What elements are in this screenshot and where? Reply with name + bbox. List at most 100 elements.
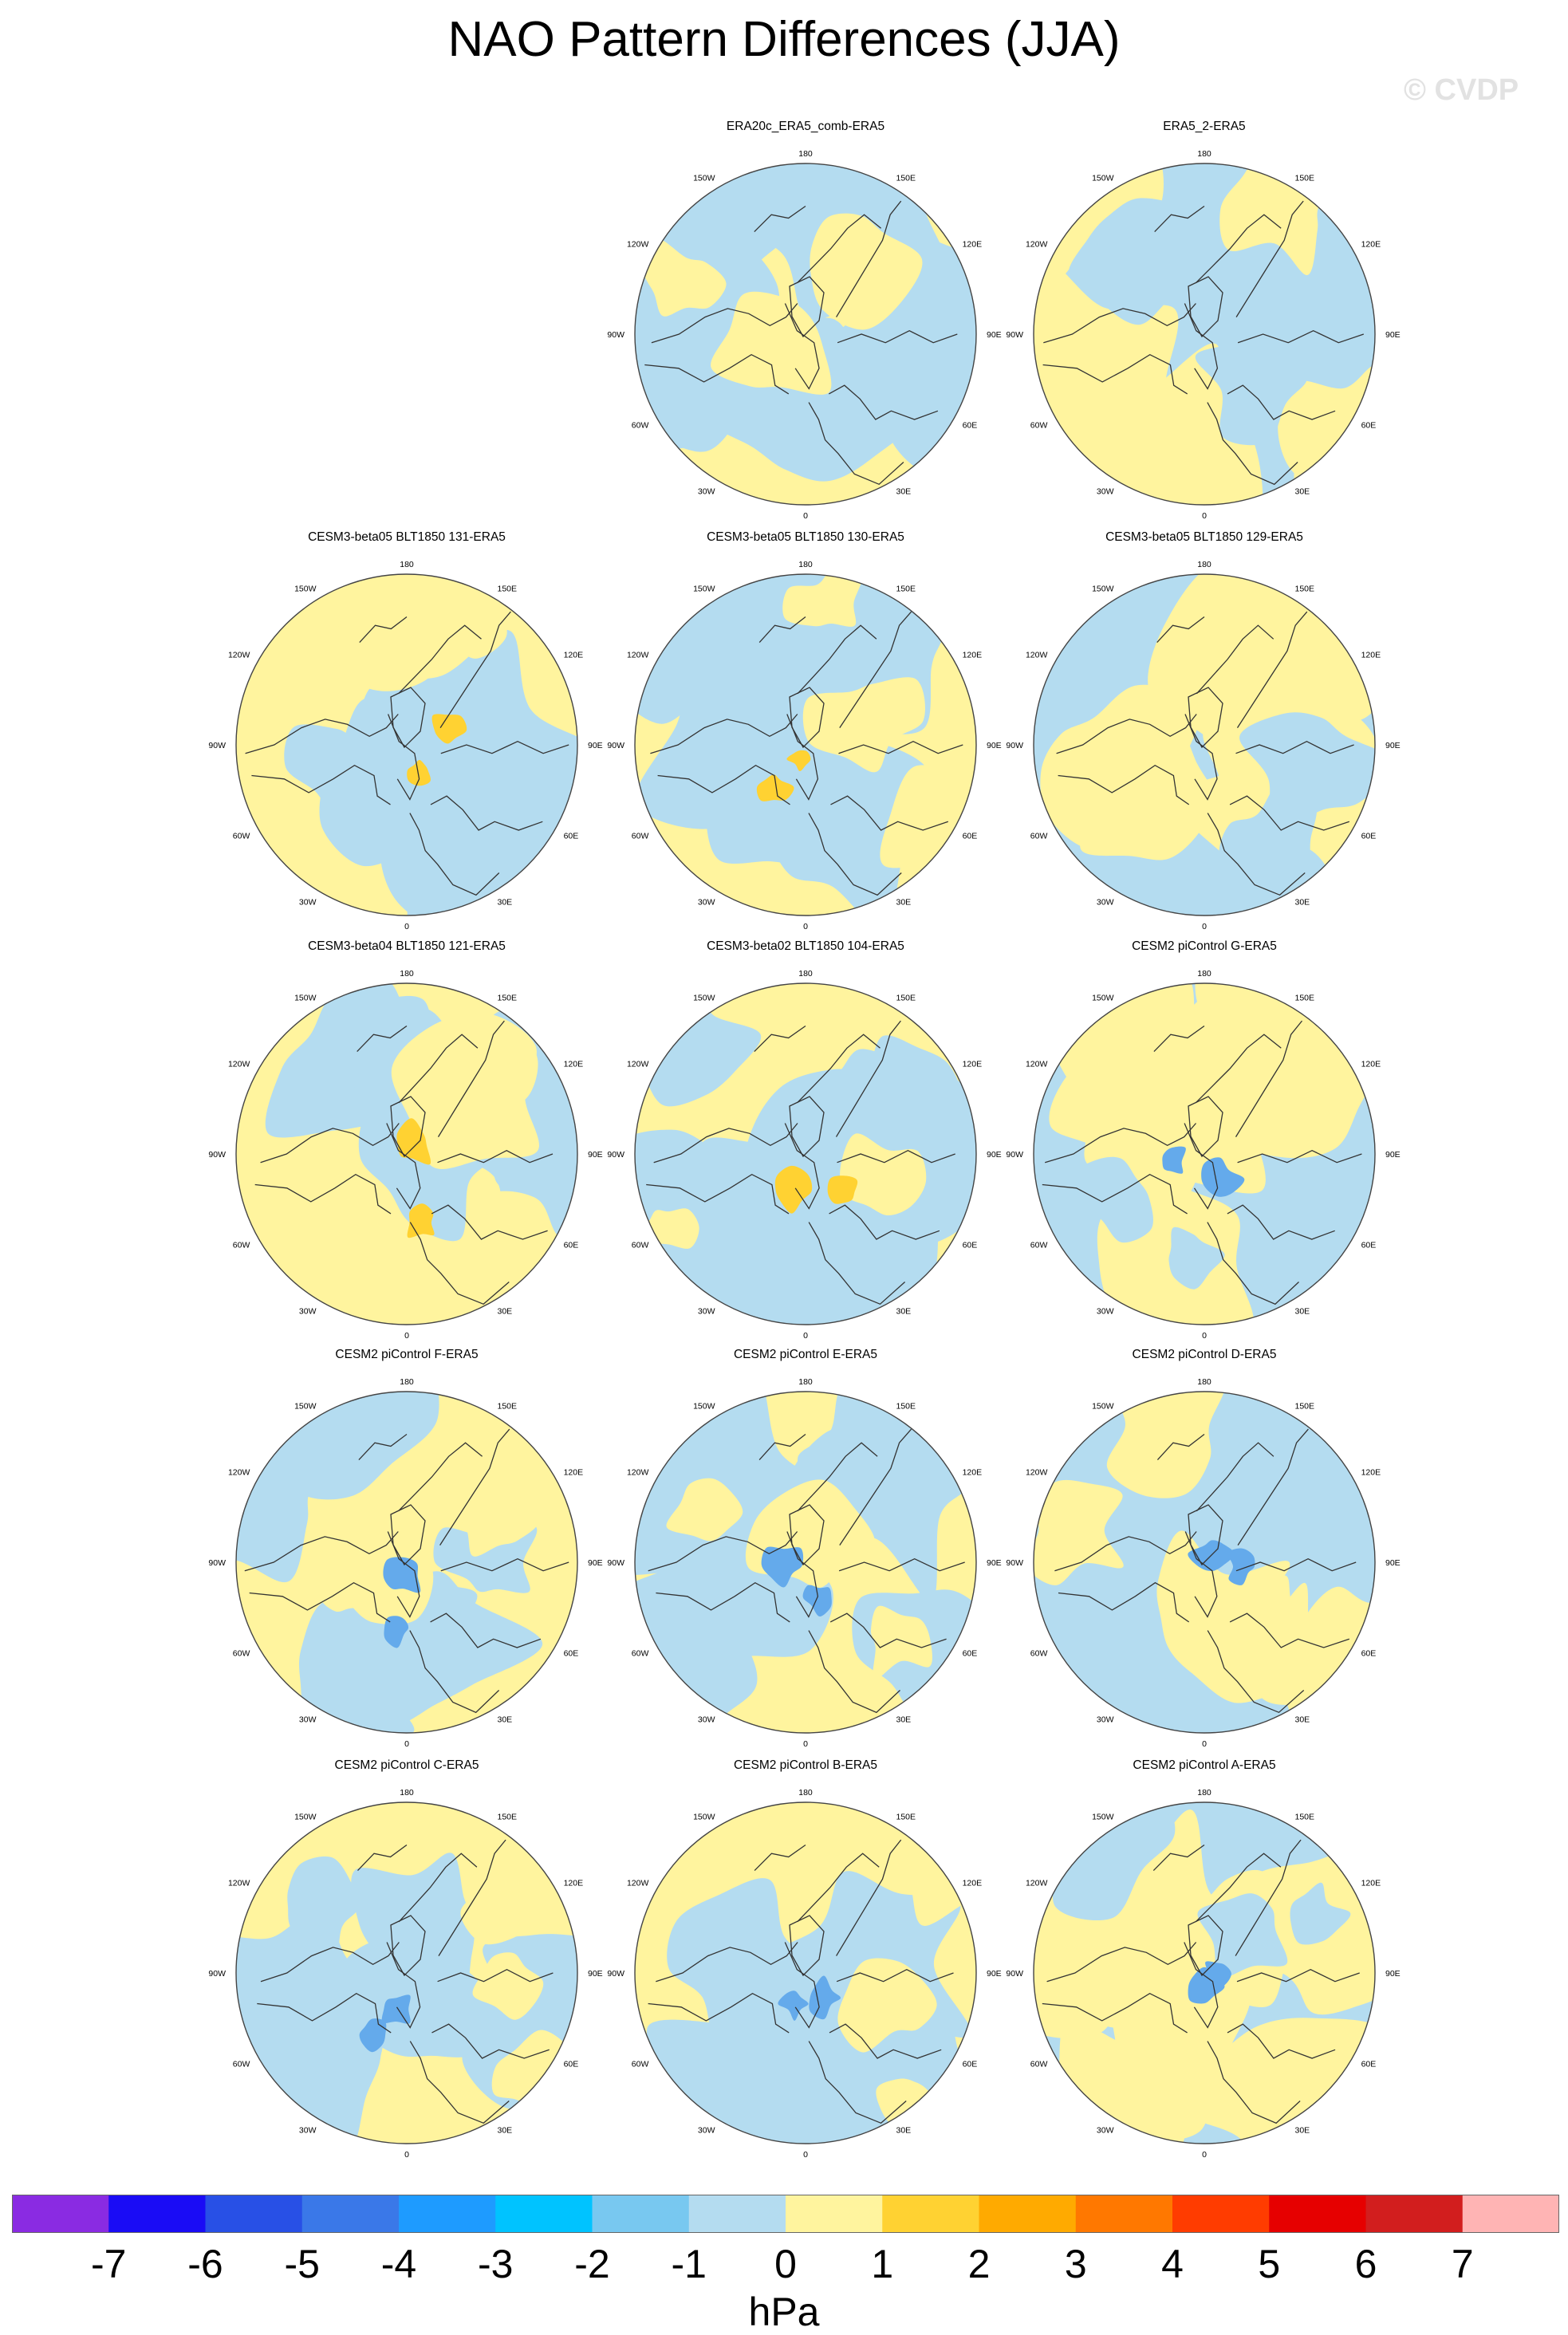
colorbar-tick-label: -3 [478,2242,514,2286]
colorbar-swatch [205,2195,303,2233]
anomaly-region [1255,1620,1373,1729]
longitude-label: 90E [588,741,603,750]
longitude-label: 120E [564,1468,584,1478]
panel-title: CESM3-beta02 BLT1850 104-ERA5 [707,939,904,953]
longitude-label: 120E [564,1879,584,1888]
longitude-label: 150E [1295,173,1315,183]
longitude-label: 180 [798,1788,813,1798]
longitude-label: 150W [1092,993,1114,1002]
longitude-label: 90E [1385,1150,1401,1160]
longitude-label: 120E [1361,1879,1381,1888]
longitude-label: 120W [1026,1468,1048,1478]
anomaly-region [1195,983,1331,1082]
longitude-label: 30W [299,1307,317,1317]
colorbar-tick-label: 3 [1064,2242,1087,2286]
longitude-label: 150W [693,584,715,593]
longitude-label: 60W [233,1649,250,1659]
longitude-label: 180 [798,149,813,159]
longitude-label: 90W [1006,1150,1023,1160]
longitude-label: 180 [1197,1377,1211,1387]
panel-title: CESM2 piControl G-ERA5 [1132,939,1277,953]
longitude-label: 150W [693,993,715,1002]
longitude-label: 150E [1295,584,1315,593]
longitude-label: 0 [404,2150,409,2160]
map-panel: ERA20c_ERA5_comb-ERA5 180 150E 120E 90E 60E 30… [606,120,1005,534]
colorbar-swatch [1075,2195,1173,2233]
longitude-label: 90W [607,1150,624,1160]
anomaly-region [1034,1479,1124,1585]
longitude-label: 120E [963,1060,983,1069]
longitude-label: 150E [1295,993,1315,1002]
colorbar-tick-label: 6 [1354,2242,1377,2286]
longitude-label: 150E [896,173,916,183]
panel-title: CESM2 piControl A-ERA5 [1133,1758,1276,1772]
longitude-label: 30E [1295,1715,1310,1725]
colorbar-swatch [1365,2195,1464,2233]
longitude-label: 150E [498,993,518,1002]
colorbar-swatch [1172,2195,1270,2233]
longitude-label: 120W [1026,1879,1048,1888]
longitude-label: 0 [803,511,808,521]
map-panel: CESM3-beta02 BLT1850 104-ERA5 180 150E 120E… [606,939,1005,1354]
map-panel: CESM3-beta05 BLT1850 130-ERA5 180 150E 120E… [606,530,1005,945]
longitude-label: 150E [896,993,916,1002]
longitude-label: 30E [1295,898,1310,908]
colorbar-swatch [1269,2195,1366,2233]
anomaly-region [498,747,577,915]
anomaly-region [768,740,930,915]
longitude-label: 30W [698,2126,715,2136]
polar-map: 180 150E 120E 90E 60E 30E 0 30W 60W 90W 120W 150W [1006,1788,1400,2160]
longitude-label: 120W [627,240,649,250]
longitude-label: 30E [896,487,912,497]
panel-title: CESM2 piControl F-ERA5 [335,1348,479,1361]
longitude-label: 30W [698,898,715,908]
colorbar-tick-label: -6 [187,2242,223,2286]
longitude-label: 60W [1030,421,1048,431]
longitude-label: 90E [987,1150,1002,1160]
longitude-label: 120W [228,651,250,660]
longitude-label: 60W [632,1241,649,1250]
anomaly-region [1080,721,1215,860]
colorbar-tick-label: 1 [871,2242,894,2286]
longitude-label: 30W [299,1715,317,1725]
longitude-label: 180 [400,560,414,569]
longitude-label: 60W [632,2060,649,2069]
longitude-label: 60E [564,2060,579,2069]
longitude-label: 90E [588,1150,603,1160]
panel-title: CESM3-beta05 BLT1850 131-ERA5 [308,530,506,544]
longitude-label: 90W [208,741,226,750]
longitude-label: 120E [1361,1468,1381,1478]
longitude-label: 0 [803,2150,808,2160]
panel-title: CESM3-beta04 BLT1850 121-ERA5 [308,939,506,953]
colorbar-swatch [495,2195,593,2233]
longitude-label: 0 [404,1331,409,1341]
colorbar-tick-label: -4 [380,2242,417,2286]
longitude-label: 90W [1006,330,1023,340]
polar-map: 180 150E 120E 90E 60E 30E 0 30W 60W 90W 120W 150W [607,560,1001,931]
polar-map: 180 150E 120E 90E 60E 30E 0 30W 60W 90W 120W 150W [1006,969,1401,1341]
longitude-label: 180 [1197,969,1211,978]
map-panel: CESM2 piControl D-ERA5 180 150E 120E 90E 60E 3… [1005,1348,1404,1762]
anomaly-region [1164,2018,1375,2144]
longitude-label: 0 [404,1739,409,1749]
page-title: NAO Pattern Differences (JJA) [447,12,1121,67]
longitude-label: 120W [228,1468,250,1478]
longitude-label: 0 [803,1739,808,1749]
longitude-label: 30E [498,1307,513,1317]
anomaly-region [236,1392,439,1500]
longitude-label: 90E [588,1558,603,1568]
colorbar-tick-label: 7 [1451,2242,1474,2286]
polar-map: 180 150E 120E 90E 60E 30E 0 30W 60W 90W 120W 150W [607,1377,1001,1749]
map-panel: CESM2 piControl F-ERA5 180 150E 120E 90E 60E 3… [207,1348,606,1762]
longitude-label: 120W [627,1060,649,1069]
longitude-label: 30W [1097,898,1114,908]
longitude-label: 60E [564,832,579,841]
longitude-label: 0 [803,1331,808,1341]
longitude-label: 90W [208,1150,226,1160]
map-panel: CESM2 piControl A-ERA5 180 150E 120E 90E 60E 3… [1005,1758,1404,2173]
colorbar-tick-label: -7 [91,2242,127,2286]
longitude-label: 0 [1202,511,1207,521]
colorbar-unit: hPa [748,2290,820,2334]
polar-map: 180 150E 120E 90E 60E 30E 0 30W 60W 90W 120W 150W [1006,1377,1400,1749]
anomaly-region [1049,380,1263,505]
